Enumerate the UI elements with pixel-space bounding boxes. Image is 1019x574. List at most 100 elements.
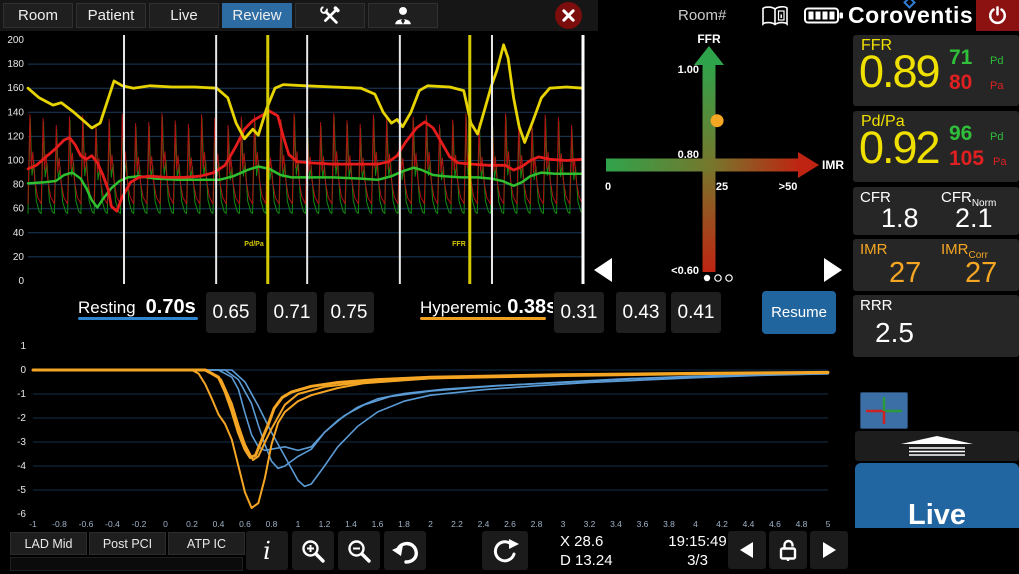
svg-text:3: 3 <box>561 519 566 529</box>
svg-text:0.4: 0.4 <box>213 519 225 529</box>
ffr-pd-label: Pd <box>990 55 1004 67</box>
svg-text:-1: -1 <box>29 519 37 529</box>
svg-text:0.2: 0.2 <box>186 519 198 529</box>
svg-text:100: 100 <box>7 156 24 167</box>
svg-text:IMR: IMR <box>822 158 844 172</box>
info-button[interactable]: i <box>246 531 288 570</box>
record-time: 19:15:49 <box>668 533 727 550</box>
svg-text:4.6: 4.6 <box>769 519 781 529</box>
resting-value: 0.70s <box>145 296 196 318</box>
svg-text:0: 0 <box>20 365 26 376</box>
cfr-norm-label: CFRNorm <box>941 189 997 209</box>
svg-text:0: 0 <box>18 276 24 287</box>
svg-text:3.2: 3.2 <box>584 519 596 529</box>
room-number-label: Room# <box>678 7 727 24</box>
svg-text:1.00: 1.00 <box>678 64 699 76</box>
record-tab-lad-mid[interactable]: LAD Mid <box>10 532 87 555</box>
layers-handle-icon <box>901 436 973 456</box>
svg-text:0.8: 0.8 <box>266 519 278 529</box>
ffr-label: FFR <box>861 37 893 54</box>
resting-selection: Resting 0.70s <box>78 296 196 319</box>
svg-text:0.6: 0.6 <box>239 519 251 529</box>
hyperemic-curve-3 <box>31 368 830 460</box>
zoom-out-button[interactable] <box>338 531 380 570</box>
resting-curve-3 <box>32 369 829 488</box>
prev-triangle-icon <box>740 542 753 558</box>
page-dot[interactable] <box>725 274 733 282</box>
resting-option-1[interactable]: 0.65 <box>205 291 257 334</box>
rrr-label: RRR <box>860 297 893 314</box>
ffr-pd-value: 71 <box>949 46 973 69</box>
quadrant-next-button[interactable] <box>824 258 842 282</box>
hyperemic-option-3[interactable]: 0.41 <box>670 291 722 334</box>
tab-review[interactable]: Review <box>222 3 292 28</box>
phasic-green-trace <box>27 116 584 214</box>
pdpa-pa-value: 105 <box>949 147 985 170</box>
page-dot[interactable] <box>703 274 711 282</box>
svg-text:3.8: 3.8 <box>663 519 675 529</box>
lock-icon <box>779 539 797 561</box>
tab-room[interactable]: Room <box>3 3 73 28</box>
svg-text:140: 140 <box>7 107 24 118</box>
svg-text:180: 180 <box>7 59 24 70</box>
hyperemic-option-1[interactable]: 0.31 <box>553 291 605 334</box>
next-record-button[interactable] <box>810 531 848 569</box>
redo-button[interactable] <box>482 531 528 570</box>
zoom-out-icon <box>348 539 371 563</box>
svg-text:1.4: 1.4 <box>345 519 357 529</box>
hyperemic-underline <box>420 317 546 320</box>
ffr-value: 0.89 <box>859 46 941 97</box>
hyperemic-label: Hyperemic <box>420 298 502 317</box>
svg-text:-4: -4 <box>17 461 26 472</box>
settings-tools-tab[interactable] <box>295 3 365 28</box>
zoom-in-button[interactable] <box>292 531 334 570</box>
thermodilution-chart[interactable]: 10-1-2-3-4-5-6-1 -0.8 -0.6 -0.4 -0.2 0 0.2 0.4 0… <box>0 340 852 534</box>
record-tab-post-pci[interactable]: Post PCI <box>89 532 166 555</box>
resting-option-2[interactable]: 0.71 <box>266 291 318 334</box>
svg-text:4.2: 4.2 <box>716 519 728 529</box>
svg-text:FFR: FFR <box>697 32 721 46</box>
svg-text:Pd/Pa: Pd/Pa <box>244 241 264 248</box>
svg-text:<0.60: <0.60 <box>671 265 699 277</box>
quadrant-view-button[interactable] <box>860 392 908 429</box>
svg-text:1.6: 1.6 <box>372 519 384 529</box>
svg-text:20: 20 <box>13 252 25 263</box>
user-tab[interactable] <box>368 3 438 28</box>
resume-button[interactable]: Resume <box>762 291 836 334</box>
record-tab-atp-ic[interactable]: ATP IC <box>168 532 245 555</box>
prev-record-button[interactable] <box>728 531 766 569</box>
phasic-red-trace <box>27 113 584 205</box>
annotation-field[interactable] <box>10 557 243 571</box>
page-dot[interactable] <box>714 274 722 282</box>
ffr-panel: FFR 0.89 71 Pd 80 Pa <box>853 35 1019 106</box>
bottom-bar: LAD Mid Post PCI ATP IC i <box>0 528 1019 574</box>
drawer-handle-button[interactable] <box>855 431 1019 461</box>
tab-live[interactable]: Live <box>149 3 219 28</box>
ffr-pa-label: Pa <box>990 80 1004 92</box>
undo-button[interactable] <box>384 531 426 570</box>
tab-patient[interactable]: Patient <box>76 3 146 28</box>
pdpa-ratio-trace <box>26 43 585 144</box>
quadrant-prev-button[interactable] <box>594 258 612 282</box>
pdpa-pa-label: Pa <box>993 156 1007 168</box>
imr-axis-arrow <box>606 158 800 172</box>
pressure-waveform-chart[interactable]: 0 20 40 60 80 100 120 140 160 180 200 Pd/Pa FFR <box>0 31 588 289</box>
close-button[interactable] <box>555 2 582 29</box>
svg-text:0.80: 0.80 <box>678 149 699 161</box>
svg-text:160: 160 <box>7 83 24 94</box>
lock-button[interactable] <box>769 531 807 569</box>
svg-text:80: 80 <box>13 180 25 191</box>
hyperemic-option-2[interactable]: 0.43 <box>615 291 667 334</box>
svg-text:-0.2: -0.2 <box>132 519 147 529</box>
svg-text:120: 120 <box>7 131 24 142</box>
hyperemic-selection: Hyperemic 0.38s <box>420 296 557 319</box>
svg-text:40: 40 <box>13 228 25 239</box>
pdpa-value: 0.92 <box>859 122 941 173</box>
manual-icon[interactable] <box>760 5 790 27</box>
svg-text:0: 0 <box>605 181 611 193</box>
ffr-imr-quadrant[interactable]: FFR IMR 1.00 0.80 <0.60 0 25 >50 <box>588 32 853 288</box>
resting-option-3[interactable]: 0.75 <box>323 291 375 334</box>
power-button[interactable] <box>976 0 1019 31</box>
info-icon: i <box>263 536 271 565</box>
